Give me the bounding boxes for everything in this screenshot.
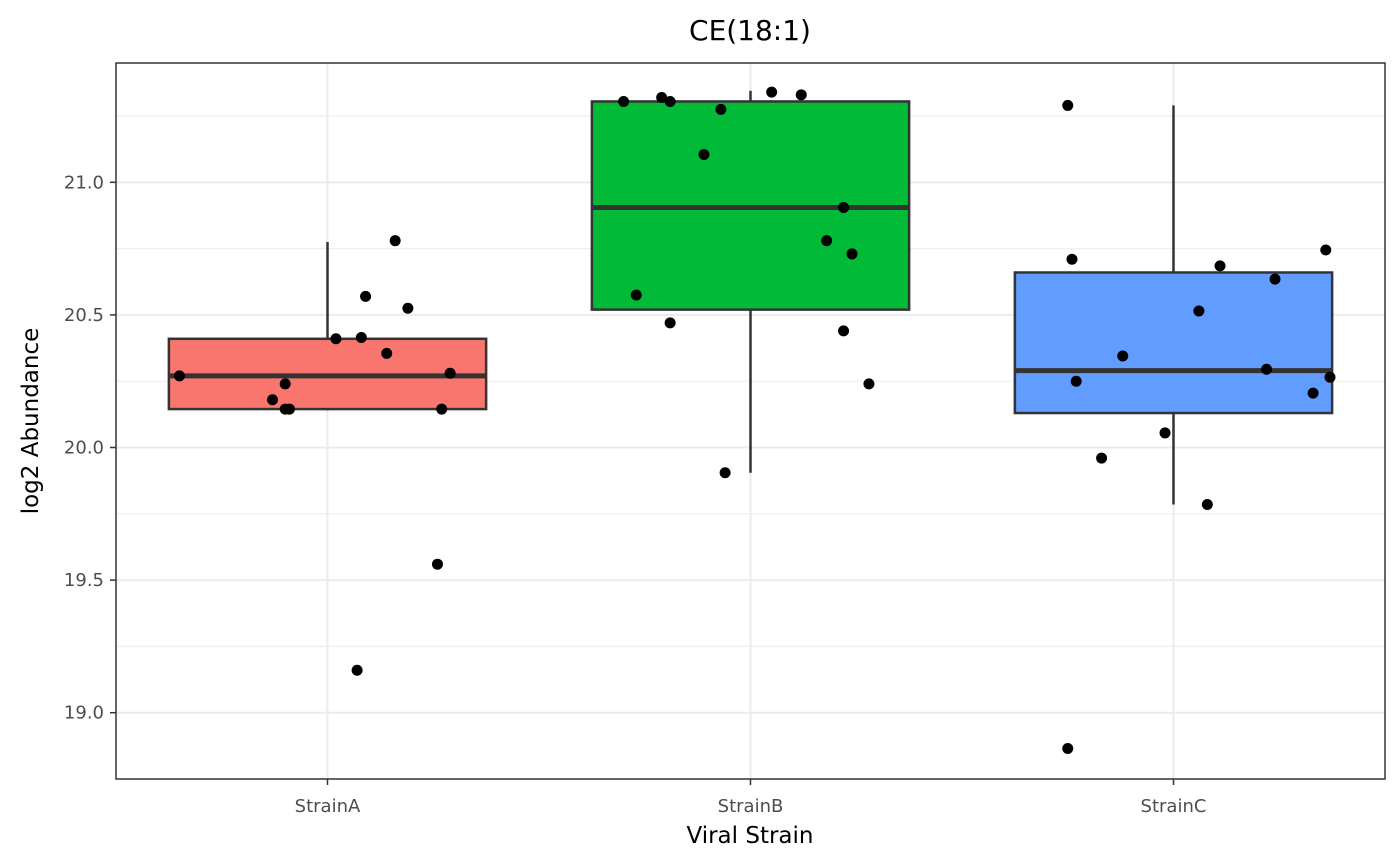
x-axis-title: Viral Strain (686, 823, 813, 849)
data-point-straina (381, 347, 393, 359)
data-point-straina (351, 664, 363, 676)
data-point-strainb (664, 95, 676, 107)
data-point-strainb (821, 235, 833, 247)
data-point-strainc (1096, 452, 1108, 464)
y-tick-label: 20.5 (64, 305, 104, 326)
data-point-strainb (795, 89, 807, 101)
x-tick-label: StrainB (718, 796, 784, 817)
y-tick-label: 21.0 (64, 172, 104, 193)
data-point-strainc (1193, 305, 1205, 317)
data-point-strainc (1062, 99, 1074, 111)
y-axis-title: log2 Abundance (18, 328, 44, 515)
data-point-strainb (664, 317, 676, 329)
data-point-strainc (1261, 363, 1273, 375)
data-point-strainb (863, 378, 875, 390)
data-point-straina (389, 235, 401, 247)
data-point-straina (360, 290, 372, 302)
data-point-straina (283, 403, 295, 415)
data-point-straina (330, 333, 342, 345)
data-point-straina (444, 367, 456, 379)
data-point-strainb (656, 91, 668, 103)
x-tick-label: StrainC (1141, 796, 1207, 817)
data-point-straina (173, 370, 185, 382)
data-point-strainc (1307, 387, 1319, 399)
y-tick-label: 19.5 (64, 570, 104, 591)
data-point-strainc (1214, 260, 1226, 272)
y-axis: 19.0 19.5 20.0 20.5 21.0 (64, 172, 116, 724)
data-point-strainc (1201, 499, 1213, 511)
data-point-strainc (1117, 350, 1129, 362)
data-point-strainb (698, 148, 710, 160)
y-tick-label: 20.0 (64, 438, 104, 459)
data-point-strainc (1159, 427, 1171, 439)
data-point-strainc (1269, 273, 1281, 285)
data-point-strainb (846, 248, 858, 260)
point-layer (173, 86, 1336, 755)
data-point-strainb (766, 86, 778, 98)
data-point-strainc (1062, 743, 1074, 755)
data-point-strainb (618, 95, 630, 107)
data-point-straina (431, 558, 443, 570)
data-point-strainb (715, 103, 727, 115)
x-tick-label: StrainA (295, 796, 361, 817)
data-point-straina (355, 331, 367, 343)
data-point-strainb (630, 289, 642, 301)
data-point-strainc (1320, 244, 1332, 256)
data-point-strainb (719, 467, 731, 479)
data-point-strainc (1066, 253, 1078, 265)
plot-area (115, 62, 1386, 780)
box-strainc (1013, 271, 1334, 415)
chart-title: CE(18:1) (689, 14, 811, 47)
data-point-straina (436, 403, 448, 415)
data-point-straina (267, 394, 279, 406)
data-point-straina (402, 302, 414, 314)
data-point-strainb (838, 202, 850, 214)
data-point-straina (279, 378, 291, 390)
y-tick-label: 19.0 (64, 703, 104, 724)
x-axis: StrainA StrainB StrainC (295, 779, 1207, 817)
data-point-strainc (1070, 375, 1082, 387)
box-layer (167, 90, 1334, 505)
data-point-strainb (838, 325, 850, 337)
data-point-strainc (1324, 371, 1336, 383)
